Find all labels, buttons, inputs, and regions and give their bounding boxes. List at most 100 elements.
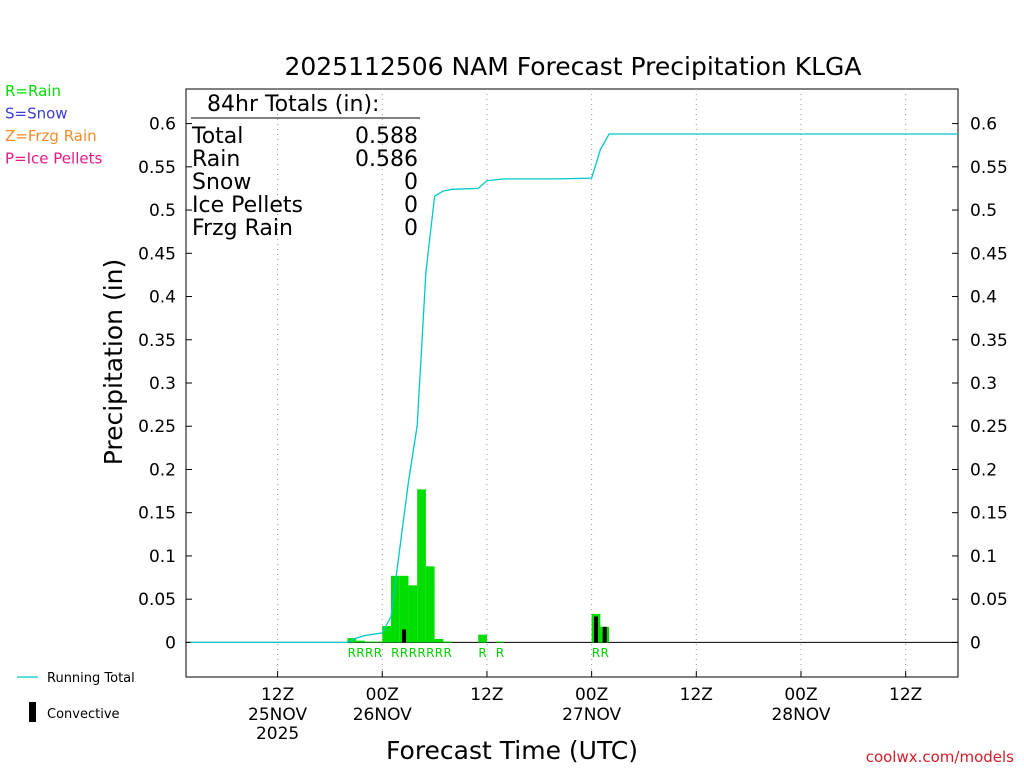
y-tick-label-right: 0.15 <box>970 504 1008 524</box>
x-tick-date: 28NOV <box>771 705 830 725</box>
x-axis-label: Forecast Time (UTC) <box>386 736 638 765</box>
ptype-label: R <box>601 646 609 660</box>
rain-bars <box>347 489 610 643</box>
totals-row-label: Frzg Rain <box>192 216 293 241</box>
convective-legend-swatch <box>29 702 36 722</box>
ptype-label: R <box>592 646 600 660</box>
y-tick-label-right: 0.25 <box>970 417 1008 437</box>
totals-header: 84hr Totals (in): <box>207 92 379 117</box>
rain-bar <box>408 585 418 643</box>
running-total-legend-label: Running Total <box>47 671 135 686</box>
y-tick-label-right: 0.6 <box>970 115 997 135</box>
y-tick-label-left: 0.25 <box>138 417 176 437</box>
convective-bar <box>602 626 607 643</box>
totals-row-label: Total <box>191 124 243 149</box>
y-tick-label-right: 0 <box>970 633 981 653</box>
y-tick-label-right: 0.2 <box>970 460 997 480</box>
y-tick-label-left: 0.05 <box>138 590 176 610</box>
ptype-label: R <box>435 646 443 660</box>
convective-legend-label: Convective <box>47 707 120 722</box>
totals-box: 84hr Totals (in): Total 0.588 Rain 0.586 Sno… <box>191 92 420 241</box>
y-tick-label-left: 0.1 <box>149 547 176 567</box>
ptype-key-item: Z=Frzg Rain <box>5 127 97 145</box>
ptype-label: R <box>365 646 373 660</box>
ptype-key-item: P=Ice Pellets <box>5 150 102 168</box>
convective-bar <box>593 616 598 643</box>
totals-row-value: 0 <box>404 193 418 218</box>
convective-bars <box>402 616 607 643</box>
y-axis-label: Precipitation (in) <box>99 259 128 466</box>
ptype-label: R <box>496 646 504 660</box>
y-tick-label-right: 0.1 <box>970 547 997 567</box>
y-tick-label-right: 0.5 <box>970 201 997 221</box>
y-tick-label-left: 0.5 <box>149 201 176 221</box>
totals-row-value: 0.588 <box>355 124 418 149</box>
rain-bar <box>399 575 409 643</box>
x-tick-label: 00Z <box>366 685 399 705</box>
rain-bar <box>417 489 426 643</box>
y-tick-label-right: 0.55 <box>970 158 1008 178</box>
x-tick-label: 12Z <box>470 685 503 705</box>
y-tick-label-left: 0.55 <box>138 158 176 178</box>
totals-row-value: 0.586 <box>355 147 418 172</box>
x-tick-label: 00Z <box>575 685 608 705</box>
totals-row-label: Ice Pellets <box>192 193 303 218</box>
y-tick-label-right: 0.4 <box>970 288 997 308</box>
y-tick-label-left: 0.35 <box>138 331 176 351</box>
totals-row-label: Rain <box>192 147 240 172</box>
rain-bar <box>356 640 365 643</box>
y-tick-label-right: 0.45 <box>970 244 1008 264</box>
rain-bar <box>373 641 383 643</box>
totals-row-value: 0 <box>404 216 418 241</box>
plot-frame <box>185 88 959 678</box>
rain-bar <box>443 641 453 643</box>
ptype-label: R <box>400 646 408 660</box>
x-tick-label: 12Z <box>889 685 922 705</box>
ptype-key-item: S=Snow <box>5 105 68 123</box>
ptype-label: R <box>391 646 399 660</box>
y-tick-label-left: 0.4 <box>149 288 176 308</box>
x-tick-date: 26NOV <box>353 705 412 725</box>
x-tick-date: 25NOV <box>248 705 307 725</box>
chart-title: 2025112506 NAM Forecast Precipitation KL… <box>284 52 861 81</box>
x-tick-date: 27NOV <box>562 705 621 725</box>
rain-bar <box>425 566 435 643</box>
ptype-label: R <box>356 646 364 660</box>
ptype-label: R <box>478 646 486 660</box>
credit-text: coolwx.com/models <box>866 748 1014 766</box>
x-tick-label: 12Z <box>680 685 713 705</box>
x-tick-label: 12Z <box>261 685 294 705</box>
rain-bar <box>478 634 487 643</box>
y-tick-label-left: 0.6 <box>149 115 176 135</box>
y-tick-label-right: 0.35 <box>970 331 1008 351</box>
rain-bar <box>364 641 374 643</box>
ptype-label: R <box>426 646 434 660</box>
vertical-gridlines <box>277 89 907 677</box>
y-tick-label-left: 0.3 <box>149 374 176 394</box>
ptype-label: R <box>444 646 452 660</box>
x-tick-year: 2025 <box>256 724 299 744</box>
y-tick-label-right: 0.05 <box>970 590 1008 610</box>
ptype-label: R <box>348 646 356 660</box>
y-axis-left: 0 0.05 0.1 0.15 0.2 0.25 0.3 0.35 0.4 0.45 0.5 0.55… <box>138 115 192 653</box>
rain-bar <box>434 638 444 643</box>
rain-bar <box>495 641 505 643</box>
running-total-line <box>190 133 958 644</box>
ptype-key-item: R=Rain <box>5 82 61 100</box>
rain-bar <box>390 575 400 643</box>
totals-row-value: 0 <box>404 170 418 195</box>
ptype-label: R <box>374 646 382 660</box>
y-tick-label-left: 0 <box>165 633 176 653</box>
convective-bar <box>402 629 407 643</box>
ptype-label: R <box>409 646 417 660</box>
y-tick-label-left: 0.2 <box>149 460 176 480</box>
legend: Running Total Convective <box>17 671 135 722</box>
y-tick-label-right: 0.3 <box>970 374 997 394</box>
y-tick-label-left: 0.45 <box>138 244 176 264</box>
y-tick-label-left: 0.15 <box>138 504 176 524</box>
y-axis-right: 0 0.05 0.1 0.15 0.2 0.25 0.3 0.35 0.4 0.45 0.5 0.55… <box>952 115 1008 653</box>
rain-bar <box>382 625 391 643</box>
